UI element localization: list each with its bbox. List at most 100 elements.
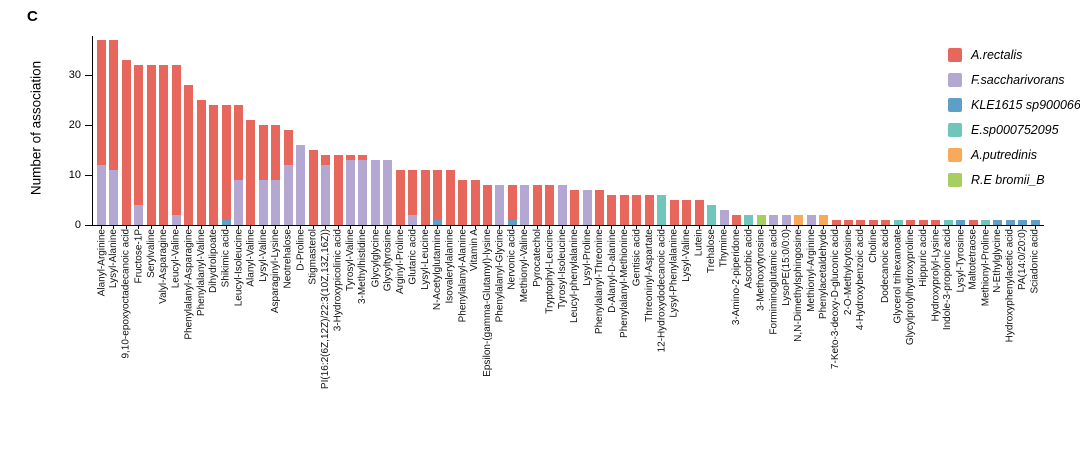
x-tick-mark bbox=[362, 226, 364, 229]
stacked-bar bbox=[159, 65, 169, 225]
x-tick-mark bbox=[611, 226, 613, 229]
x-tick-label: Trehalose bbox=[706, 229, 718, 274]
bar-segment bbox=[619, 195, 629, 225]
x-tick-label: Alanyl-Valine bbox=[245, 229, 257, 287]
x-tick-mark bbox=[524, 226, 526, 229]
bar-segment bbox=[258, 125, 268, 180]
x-tick-label: 3-Amino-2-piperidone bbox=[730, 229, 742, 326]
x-tick-label: Lysyl-Phenylalanine bbox=[668, 229, 680, 318]
x-tick-mark bbox=[549, 226, 551, 229]
stacked-bar bbox=[794, 215, 804, 225]
stacked-bar bbox=[545, 185, 555, 225]
y-tick-label: 20 bbox=[68, 119, 81, 131]
legend-swatch bbox=[948, 47, 962, 62]
bar-segment bbox=[1030, 220, 1040, 225]
x-tick-mark bbox=[312, 226, 314, 229]
stacked-bar bbox=[632, 195, 642, 225]
legend-swatch bbox=[948, 147, 962, 162]
x-tick-label: Gentisic acid bbox=[631, 229, 643, 287]
bar-segment bbox=[346, 160, 355, 225]
stacked-bar bbox=[121, 60, 131, 225]
bar-segment bbox=[707, 205, 717, 225]
bar-segment bbox=[856, 220, 866, 225]
bar-segment bbox=[868, 220, 878, 225]
bar-segment bbox=[383, 160, 393, 225]
stacked-bar bbox=[196, 100, 206, 225]
stacked-bar bbox=[918, 220, 928, 225]
x-tick-label: 4-Hydroxybenzoic acid bbox=[855, 229, 867, 331]
stacked-bar bbox=[346, 155, 355, 225]
stacked-bar bbox=[570, 190, 580, 225]
x-tick-label: Lutein bbox=[693, 229, 705, 257]
stacked-bar bbox=[171, 65, 181, 225]
x-tick-label: N,N-Dimethylsphingosine bbox=[793, 229, 805, 342]
x-tick-mark bbox=[984, 226, 986, 229]
bar-segment bbox=[358, 160, 368, 225]
bar-segment bbox=[1005, 220, 1015, 225]
stacked-bar bbox=[893, 220, 903, 225]
legend-label: A.putredinis bbox=[971, 147, 1038, 162]
stacked-bar bbox=[134, 65, 144, 225]
x-axis-line bbox=[92, 225, 1044, 227]
x-tick-label: Asparaginyl-Lysine bbox=[270, 229, 282, 314]
x-tick-label: 2-O-Methylcytosine bbox=[843, 229, 854, 316]
bar-segment bbox=[570, 190, 580, 225]
x-tick-mark bbox=[511, 226, 513, 229]
stacked-bar bbox=[308, 150, 318, 225]
stacked-bar bbox=[756, 215, 766, 225]
legend-swatch bbox=[948, 172, 962, 187]
bar-segment bbox=[134, 205, 144, 225]
stacked-bar bbox=[507, 185, 517, 225]
stacked-bar bbox=[97, 40, 106, 225]
x-tick-mark bbox=[437, 226, 439, 229]
stacked-bar bbox=[931, 220, 941, 225]
x-tick-label: Stigmasterol bbox=[307, 229, 319, 285]
x-tick-mark bbox=[785, 226, 787, 229]
x-tick-mark bbox=[374, 226, 376, 229]
bar-segment bbox=[893, 220, 903, 225]
x-tick-mark bbox=[673, 226, 675, 229]
legend-label: KLE1615 sp900066985 bbox=[971, 97, 1080, 112]
x-tick-mark bbox=[773, 226, 775, 229]
stacked-bar bbox=[520, 185, 530, 225]
x-tick-label: D-Proline bbox=[295, 229, 307, 271]
panel-label: C bbox=[27, 8, 38, 25]
stacked-bar bbox=[296, 145, 306, 225]
bar-segment bbox=[171, 215, 181, 225]
x-tick-mark bbox=[910, 226, 912, 229]
x-tick-label: Hydroxyphenylacetic acid bbox=[1004, 229, 1016, 343]
legend-swatch bbox=[948, 72, 962, 87]
bar-segment bbox=[595, 190, 604, 225]
legend-label: E.sp000752095 bbox=[971, 122, 1059, 137]
bar-segment bbox=[507, 185, 517, 220]
x-tick-label: Dihydrolipoate bbox=[208, 229, 220, 293]
y-tick-label: 10 bbox=[68, 169, 81, 181]
x-tick-label: Serylvaline bbox=[145, 229, 157, 278]
x-tick-label: Methionyl-Arginine bbox=[805, 229, 817, 312]
x-tick-label: 12-Hydroxydodecanoic acid bbox=[656, 229, 668, 353]
bar-segment bbox=[283, 130, 293, 165]
y-axis-title: Number of association bbox=[28, 60, 44, 196]
bar-segment bbox=[458, 180, 468, 225]
x-tick-mark bbox=[798, 226, 800, 229]
x-tick-mark bbox=[474, 226, 476, 229]
x-tick-label: Phenylalanyl-Threonine bbox=[594, 229, 605, 335]
x-tick-mark bbox=[424, 226, 426, 229]
x-tick-mark bbox=[113, 226, 115, 229]
x-tick-mark bbox=[885, 226, 887, 229]
x-tick-label: Leucyl-phenylalanine bbox=[569, 229, 581, 323]
x-tick-mark bbox=[711, 226, 713, 229]
legend-item: A.rectalis bbox=[948, 42, 1080, 67]
bar-segment bbox=[445, 170, 455, 225]
x-tick-mark bbox=[1009, 226, 1011, 229]
x-tick-mark bbox=[698, 226, 700, 229]
x-tick-mark bbox=[213, 226, 215, 229]
bar-segment bbox=[943, 220, 953, 225]
stacked-bar bbox=[408, 170, 418, 225]
x-tick-mark bbox=[350, 226, 351, 229]
bar-segment bbox=[980, 220, 990, 225]
stacked-bar bbox=[906, 220, 916, 225]
x-tick-mark bbox=[648, 226, 650, 229]
y-tick-mark bbox=[85, 125, 92, 127]
